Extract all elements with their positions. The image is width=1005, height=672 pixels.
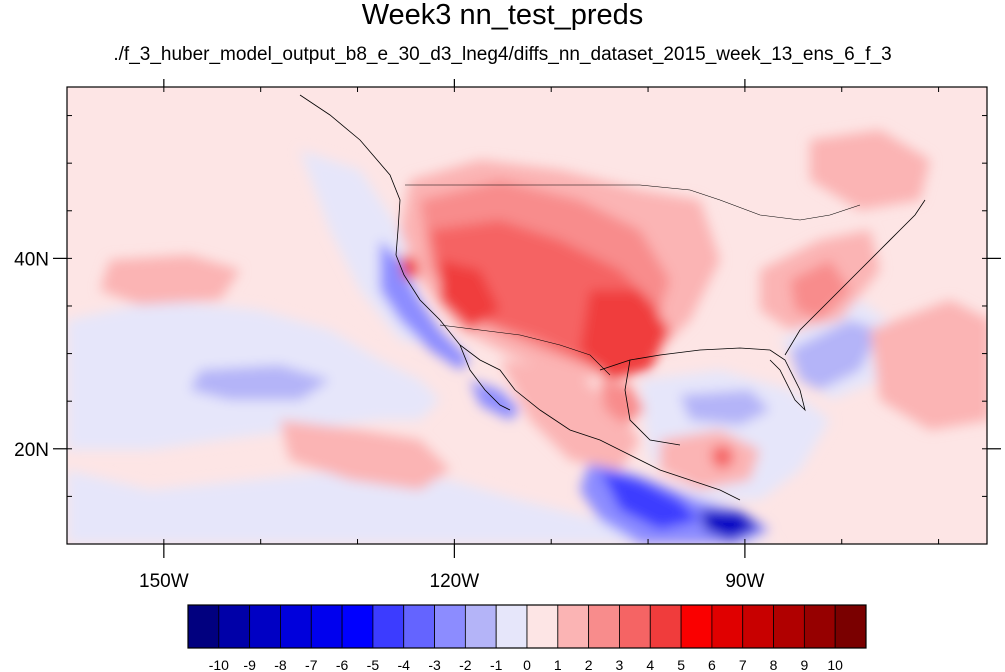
colorbar-swatch: [649, 604, 682, 649]
colorbar-label: -2: [459, 657, 472, 672]
colorbar-swatch: [619, 604, 651, 649]
colorbar-label: -3: [428, 657, 441, 672]
colorbar-swatch: [187, 604, 220, 649]
lon-tick-label: 90W: [725, 571, 764, 592]
colorbar-swatch: [249, 604, 281, 649]
axis-ticks: 150W 120W 90W 40N 20N: [14, 79, 1001, 592]
colorbar-swatch: [680, 604, 713, 649]
colorbar-swatch: [218, 604, 251, 649]
colorbar-swatch: [834, 604, 867, 649]
colorbar-label: -6: [336, 657, 349, 672]
east-coast-line: [784, 199, 926, 356]
lat-tick-label: 40N: [14, 249, 49, 270]
colorbar-label: 1: [554, 657, 562, 672]
region-pacific-pink: [100, 255, 240, 305]
colorbar-label: -5: [367, 657, 380, 672]
plot-frame: [66, 86, 988, 545]
region-texas-red: [580, 290, 670, 380]
region-pacific-pink-south: [280, 420, 450, 490]
region-atlantic-pink-north: [810, 130, 930, 210]
colorbar-swatch: [803, 604, 836, 649]
colorbar-swatch: [711, 604, 744, 649]
colorbar-swatch: [464, 604, 497, 649]
colorbar-label: 0: [523, 657, 531, 672]
map-subtitle: ./f_3_huber_model_output_b8_e_30_d3_lneg…: [113, 44, 892, 65]
colorbar-swatch: [310, 604, 343, 649]
west-coast-line: [299, 94, 741, 501]
colorbar-label: 2: [585, 657, 593, 672]
colorbar-label: 10: [827, 657, 843, 672]
us-mexico-border: [439, 324, 611, 376]
colorbar-label: -4: [398, 657, 411, 672]
colorbar-swatch: [557, 604, 590, 649]
region-east-us-red: [790, 260, 850, 320]
anomaly-field: [67, 87, 987, 544]
lat-tick-label: 20N: [14, 440, 49, 461]
colorbar-label: 3: [616, 657, 624, 672]
region-east-pacific-darkest: [700, 510, 760, 540]
coastlines: [299, 94, 926, 501]
colorbar-frame: [187, 604, 867, 649]
region-gulf-blue: [680, 390, 770, 425]
colorbar-swatch: [526, 604, 559, 649]
colorbar-label: 9: [800, 657, 808, 672]
map-title: Week3 nn_test_preds: [361, 0, 644, 31]
colorbar-label: -8: [274, 657, 287, 672]
region-east-pacific-deep-blue: [600, 470, 700, 530]
colorbar-label: 6: [708, 657, 716, 672]
colorbar-label: -7: [305, 657, 318, 672]
field-regions: [67, 130, 987, 544]
lon-tick-label: 120W: [430, 571, 480, 592]
region-caribbean-pink: [660, 430, 760, 490]
region-california-coast-blue: [380, 240, 470, 370]
colorbar-swatch: [773, 604, 805, 649]
colorbar-label: 7: [739, 657, 747, 672]
colorbar-label: -10: [209, 657, 229, 672]
baja-peninsula-line: [459, 344, 511, 411]
colorbar-swatch: [280, 604, 312, 649]
colorbar-swatch: [588, 604, 620, 649]
colorbar: -10 -9 -8 -7 -6 -5 -4 -3 -2 -1 0 1 2 3 4 5 6 7 8 9 10: [187, 604, 867, 672]
region-caribbean-red: [712, 445, 735, 470]
mexico-gulf-line: [624, 359, 681, 446]
region-southwest-red: [440, 260, 500, 330]
colorbar-label: 4: [646, 657, 654, 672]
colorbar-swatch: [434, 604, 466, 649]
gulf-coast-line: [599, 347, 806, 412]
colorbar-label: -1: [490, 657, 503, 672]
region-california-red: [400, 255, 420, 280]
lon-tick-label: 150W: [139, 571, 189, 592]
colorbar-swatch: [341, 604, 374, 649]
region-mexico-red: [600, 380, 645, 425]
region-atlantic-pink: [870, 300, 987, 430]
colorbar-label: -9: [243, 657, 256, 672]
region-florida-blue: [790, 320, 880, 390]
colorbar-swatch: [372, 604, 405, 649]
colorbar-label: 5: [677, 657, 685, 672]
colorbar-label: 8: [770, 657, 778, 672]
region-pacific-south-light-blue: [67, 470, 780, 544]
region-pacific-blue-patch: [190, 365, 330, 400]
colorbar-swatch: [495, 604, 528, 649]
colorbar-swatch: [403, 604, 435, 649]
us-canada-border: [405, 184, 861, 221]
colorbar-swatch: [742, 604, 774, 649]
